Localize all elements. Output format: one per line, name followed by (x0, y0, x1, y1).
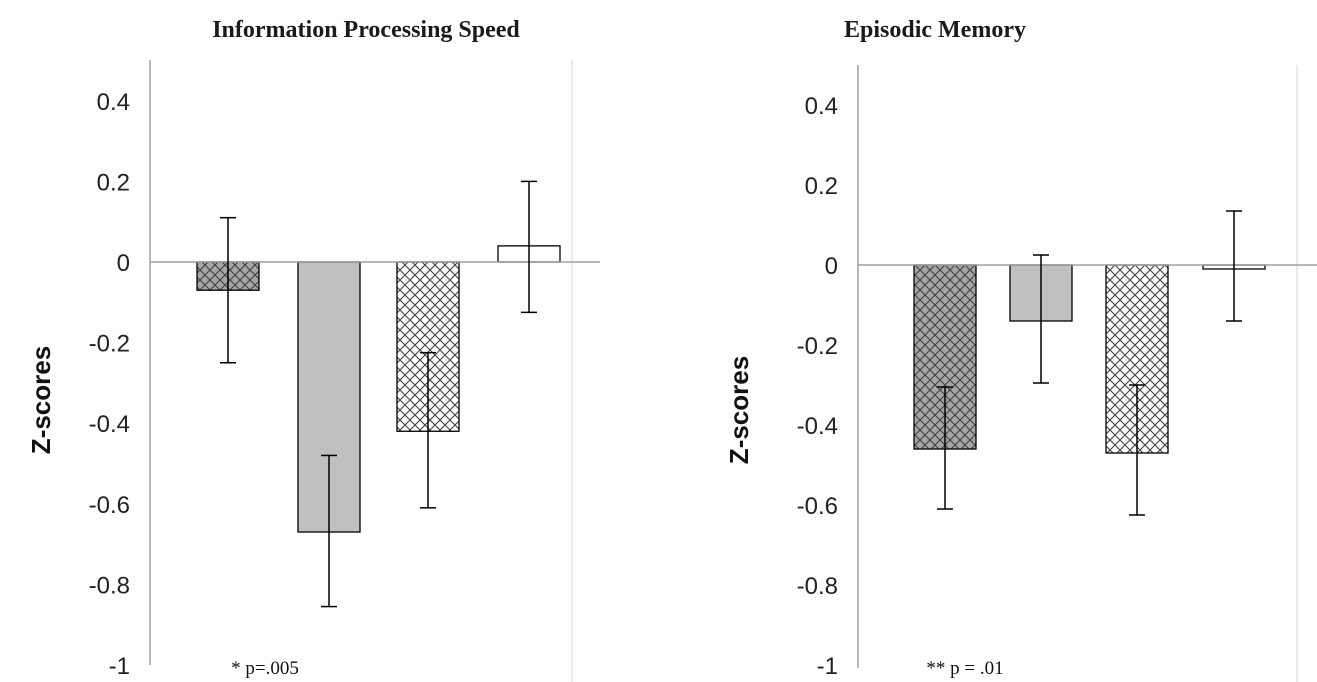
y-tick-label: -0.8 (797, 573, 838, 600)
y-tick-label: -0.4 (89, 411, 130, 438)
y-tick-label: -1 (109, 653, 130, 680)
error-bar-3 (420, 351, 436, 509)
y-tick-label: 0 (825, 253, 838, 280)
y-tick-labels: 0.4 0.2 0 -0.2 -0.4 -0.6 -0.8 -1 (89, 89, 130, 680)
y-tick-label: -0.6 (797, 493, 838, 520)
chart-title: Episodic Memory (844, 17, 1026, 43)
y-tick-label: 0.2 (97, 169, 130, 196)
error-bar-2 (1033, 254, 1049, 384)
error-bar-4 (521, 180, 537, 314)
y-tick-label: -0.2 (797, 333, 838, 360)
bar-series (150, 180, 600, 608)
y-axis-label: Z-scores (724, 356, 754, 464)
error-bar-2 (321, 454, 337, 608)
y-tick-label: -0.4 (797, 413, 838, 440)
error-bar-1 (220, 216, 236, 364)
y-axis-label: Z-scores (26, 346, 56, 454)
chart-information-processing-speed: Information Processing Speed Z-scores 0.… (26, 17, 600, 682)
significance-note: * p=.005 (231, 658, 299, 679)
y-tick-label: 0.4 (805, 93, 838, 120)
chart-title: Information Processing Speed (212, 17, 520, 43)
error-bar-1 (937, 386, 953, 510)
y-tick-label: 0 (117, 250, 130, 277)
y-tick-label: 0.2 (805, 173, 838, 200)
y-tick-label: -0.8 (89, 572, 130, 599)
y-tick-labels: 0.4 0.2 0 -0.2 -0.4 -0.6 -0.8 -1 (797, 93, 838, 680)
y-tick-label: -1 (817, 653, 838, 680)
significance-note: ** p = .01 (926, 658, 1003, 679)
y-tick-label: -0.6 (89, 492, 130, 519)
bar-series (858, 210, 1317, 516)
error-bar-4 (1226, 210, 1242, 322)
chart-episodic-memory: Episodic Memory Z-scores 0.4 0.2 0 -0.2 -0.4… (724, 17, 1317, 682)
y-tick-label: 0.4 (97, 89, 130, 116)
y-tick-label: -0.2 (89, 331, 130, 358)
error-bar-3 (1129, 384, 1145, 516)
